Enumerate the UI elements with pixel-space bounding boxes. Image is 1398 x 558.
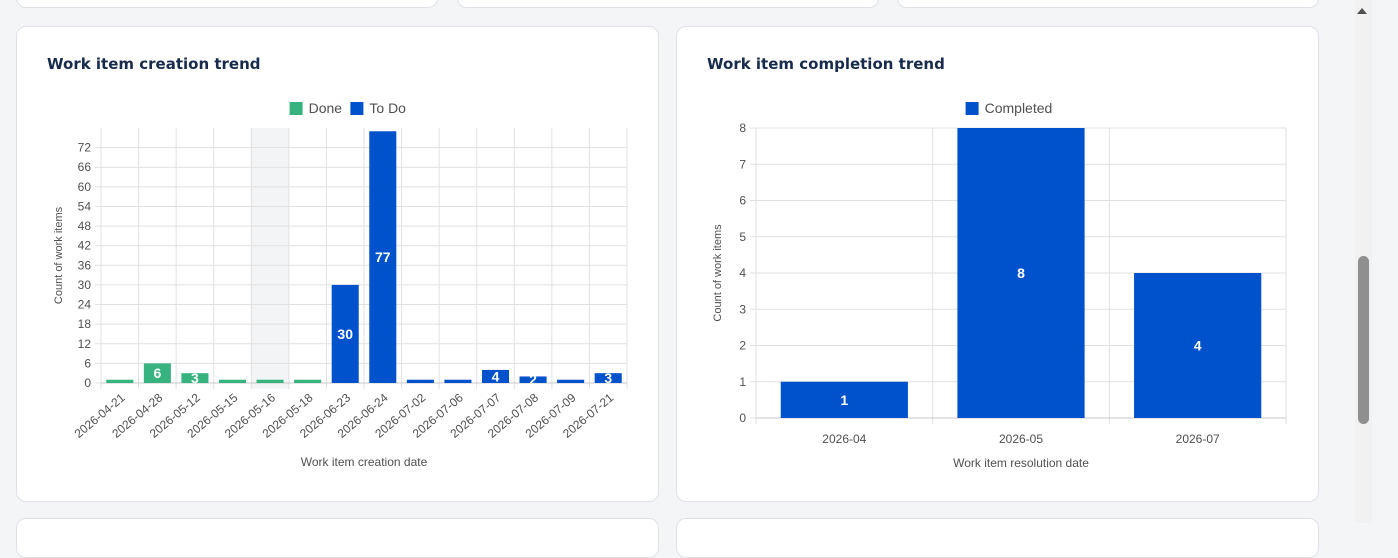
y-tick-label: 42 xyxy=(78,239,92,253)
y-axis-title: Count of work items xyxy=(712,224,724,322)
y-tick-label: 0 xyxy=(739,411,746,425)
bar-data-label: 8 xyxy=(1017,265,1025,281)
bar-data-label: 4 xyxy=(492,368,500,384)
y-axis-title: Count of work items xyxy=(53,206,65,304)
scrollbar-thumb[interactable] xyxy=(1358,256,1369,424)
completion-trend-title: Work item completion trend xyxy=(707,55,945,73)
bar-data-label: 77 xyxy=(375,249,391,265)
bar xyxy=(481,369,510,383)
bar-data-label: 6 xyxy=(153,365,161,381)
y-tick-label: 18 xyxy=(78,317,92,331)
bar xyxy=(444,379,472,383)
bottom-card-1 xyxy=(16,518,659,558)
bar xyxy=(519,376,547,383)
bar-data-label: 3 xyxy=(604,370,612,386)
legend-swatch xyxy=(289,102,303,115)
bar-data-label: 1 xyxy=(840,392,848,408)
y-tick-label: 4 xyxy=(739,266,746,280)
bar xyxy=(294,379,322,383)
x-tick-label: 2026-07 xyxy=(1176,432,1220,446)
bar xyxy=(218,379,247,383)
bar xyxy=(256,379,284,383)
bar-data-label: 4 xyxy=(1194,338,1202,354)
x-axis-title: Work item resolution date xyxy=(953,456,1089,470)
y-tick-label: 2 xyxy=(739,339,746,353)
y-tick-label: 7 xyxy=(739,157,746,171)
y-tick-label: 8 xyxy=(739,121,746,135)
x-axis-title: Work item creation date xyxy=(301,455,428,469)
bar xyxy=(369,131,397,383)
bottom-card-2 xyxy=(676,518,1319,558)
y-tick-label: 36 xyxy=(78,258,92,272)
y-tick-label: 0 xyxy=(84,376,91,390)
bar-data-label: 2 xyxy=(529,372,537,388)
y-tick-label: 3 xyxy=(739,302,746,316)
completion-trend-chart: 0 1 2 3 4 5 6 7 8 1 2026-04 8 2026-05 4 2026-07 Work it… xyxy=(712,100,1287,470)
top-card-3 xyxy=(897,0,1319,8)
y-tick-label: 1 xyxy=(739,375,746,389)
y-tick-label: 5 xyxy=(739,230,746,244)
x-tick-label: 2026-04 xyxy=(822,432,866,446)
bar xyxy=(1134,273,1262,418)
y-tick-label: 60 xyxy=(78,180,92,194)
bar xyxy=(780,381,908,418)
y-tick-label: 12 xyxy=(78,337,92,351)
legend-label: To Do xyxy=(369,100,406,116)
bar xyxy=(557,379,585,383)
y-tick-label: 24 xyxy=(78,298,92,312)
legend-swatch xyxy=(965,102,979,115)
y-tick-label: 30 xyxy=(78,278,92,292)
legend-swatch xyxy=(350,102,364,115)
creation-trend-title: Work item creation trend xyxy=(47,55,261,73)
highlight-band xyxy=(251,128,289,389)
bar xyxy=(594,373,622,383)
bar xyxy=(331,284,359,383)
bar xyxy=(406,379,434,383)
y-tick-label: 66 xyxy=(78,160,92,174)
bar xyxy=(957,128,1085,418)
bar-data-label: 30 xyxy=(337,326,353,342)
top-card-1 xyxy=(16,0,438,8)
y-tick-label: 72 xyxy=(78,141,92,155)
y-tick-label: 6 xyxy=(84,356,91,370)
scroll-up-arrow-icon[interactable] xyxy=(1357,8,1367,14)
bar xyxy=(106,379,134,383)
y-tick-label: 6 xyxy=(739,194,746,208)
y-tick-label: 54 xyxy=(78,199,92,213)
bar xyxy=(181,373,209,383)
top-card-2 xyxy=(457,0,879,8)
bar-data-label: 3 xyxy=(191,370,199,386)
creation-trend-chart: 0612182430364248546066722026-04-2162026-… xyxy=(53,100,628,469)
y-tick-label: 48 xyxy=(78,219,92,233)
legend-label: Completed xyxy=(985,100,1053,116)
x-tick-label: 2026-05 xyxy=(999,432,1043,446)
legend-label: Done xyxy=(309,100,343,116)
bar xyxy=(143,363,171,383)
